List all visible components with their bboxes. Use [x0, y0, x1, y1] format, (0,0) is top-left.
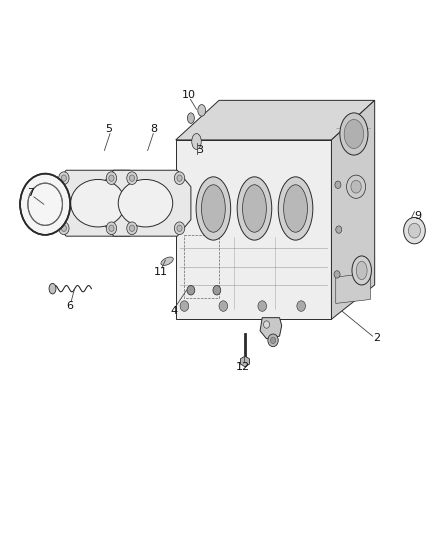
- Ellipse shape: [71, 180, 125, 227]
- Circle shape: [297, 301, 305, 311]
- Text: 10: 10: [182, 90, 196, 100]
- Polygon shape: [240, 356, 249, 367]
- Text: 5: 5: [105, 124, 112, 134]
- Ellipse shape: [243, 185, 266, 232]
- Circle shape: [351, 180, 361, 193]
- Circle shape: [127, 172, 137, 184]
- Ellipse shape: [198, 104, 205, 116]
- Circle shape: [109, 225, 114, 231]
- Text: 3: 3: [196, 146, 203, 156]
- Circle shape: [109, 175, 114, 181]
- Text: 6: 6: [66, 301, 73, 311]
- Text: 7: 7: [27, 188, 35, 198]
- Polygon shape: [53, 170, 143, 236]
- Ellipse shape: [161, 257, 173, 265]
- Circle shape: [334, 271, 340, 278]
- Text: 8: 8: [151, 124, 158, 134]
- Circle shape: [187, 286, 195, 295]
- Text: 4: 4: [170, 306, 177, 316]
- Ellipse shape: [118, 180, 173, 227]
- Ellipse shape: [201, 185, 225, 232]
- Ellipse shape: [192, 134, 201, 149]
- Circle shape: [270, 337, 276, 343]
- Circle shape: [174, 222, 185, 235]
- Polygon shape: [176, 100, 374, 140]
- Circle shape: [129, 175, 134, 181]
- Ellipse shape: [340, 113, 368, 155]
- Circle shape: [177, 225, 182, 231]
- Circle shape: [335, 181, 341, 189]
- Text: 2: 2: [373, 333, 381, 343]
- Circle shape: [408, 223, 420, 238]
- Circle shape: [61, 225, 67, 231]
- Circle shape: [213, 286, 221, 295]
- Text: 11: 11: [154, 267, 168, 277]
- Circle shape: [219, 301, 228, 311]
- Circle shape: [346, 175, 366, 198]
- Circle shape: [20, 174, 70, 235]
- Polygon shape: [332, 100, 374, 319]
- Ellipse shape: [237, 177, 272, 240]
- Ellipse shape: [278, 177, 313, 240]
- Circle shape: [336, 226, 342, 233]
- Circle shape: [59, 222, 69, 235]
- Circle shape: [268, 334, 278, 346]
- Circle shape: [59, 172, 69, 184]
- Ellipse shape: [344, 119, 364, 149]
- Circle shape: [61, 175, 67, 181]
- Circle shape: [129, 225, 134, 231]
- Circle shape: [264, 321, 270, 328]
- Polygon shape: [176, 140, 332, 319]
- Circle shape: [258, 301, 267, 311]
- Ellipse shape: [187, 113, 194, 124]
- Circle shape: [180, 301, 189, 311]
- Circle shape: [404, 217, 425, 244]
- Circle shape: [174, 172, 185, 184]
- Polygon shape: [260, 318, 282, 339]
- Ellipse shape: [49, 284, 56, 294]
- Ellipse shape: [284, 185, 307, 232]
- Circle shape: [127, 222, 137, 235]
- Polygon shape: [336, 273, 371, 303]
- Ellipse shape: [196, 177, 231, 240]
- Circle shape: [177, 175, 182, 181]
- Circle shape: [106, 172, 117, 184]
- Ellipse shape: [352, 256, 371, 285]
- Text: 12: 12: [236, 362, 250, 372]
- Ellipse shape: [356, 261, 367, 280]
- Polygon shape: [100, 170, 191, 236]
- Circle shape: [106, 222, 117, 235]
- Text: 9: 9: [414, 212, 421, 221]
